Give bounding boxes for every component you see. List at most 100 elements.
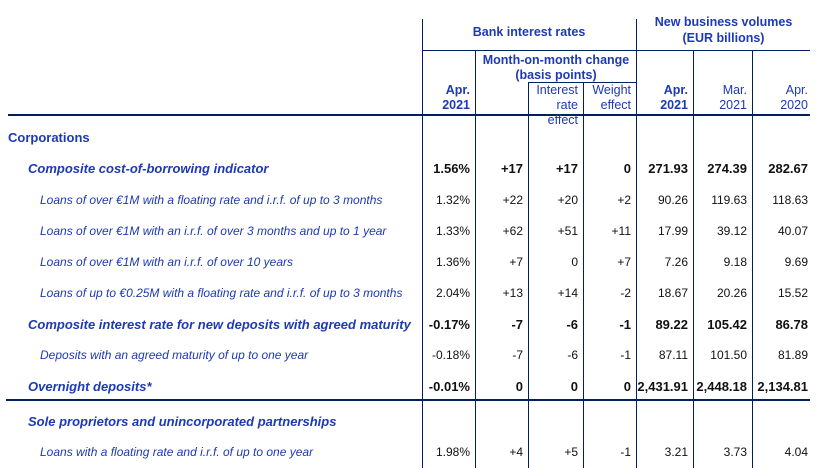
cell-volume-apr-2021: 7.26 <box>664 255 688 269</box>
column-header-volume-mar-2021: Mar. 2021 <box>719 83 747 112</box>
cell-volume-apr-2021: 271.93 <box>648 161 688 176</box>
cell-mom-change: -7 <box>511 317 523 332</box>
cell-rate: 1.32% <box>435 193 470 207</box>
table-row-overnight-deposits: Overnight deposits* -0.01% 0 0 0 2,431.9… <box>0 371 816 402</box>
cell-rate: 1.36% <box>435 255 470 269</box>
cell-volume-apr-2020: 15.52 <box>777 286 808 300</box>
cell-rate: 1.98% <box>435 445 470 459</box>
cell-volume-apr-2020: 4.04 <box>784 445 808 459</box>
cell-volume-apr-2021: 18.67 <box>657 286 688 300</box>
vertical-divider <box>422 19 423 468</box>
table-row-corporations: Corporations <box>0 122 816 153</box>
vertical-divider <box>693 50 694 468</box>
table-row-deposits-agreed-maturity: Deposits with an agreed maturity of up t… <box>0 340 816 371</box>
column-header-volume-apr-2020: Apr. 2020 <box>780 83 808 112</box>
column-header-rate-apr-2021: Apr. 2021 <box>442 83 470 112</box>
cell-weight-effect: -1 <box>620 445 631 459</box>
row-label: Loans of over €1M with a floating rate a… <box>40 193 383 207</box>
cell-volume-apr-2021: 90.26 <box>657 193 688 207</box>
table-row-sole-proprietors: Sole proprietors and unincorporated part… <box>0 406 816 437</box>
mom-header-line2: (basis points) <box>515 68 597 82</box>
cell-volume-mar-2021: 105.42 <box>707 317 747 332</box>
table-row-loans-over-1m-3m-1y: Loans of over €1M with an i.r.f. of over… <box>0 216 816 247</box>
horizontal-divider <box>528 82 636 83</box>
group-header-volumes-line2: (EUR billions) <box>682 31 765 45</box>
cell-mom-change: +62 <box>502 224 523 238</box>
table-row-composite-deposit-rate: Composite interest rate for new deposits… <box>0 309 816 340</box>
cell-volume-mar-2021: 101.50 <box>710 348 747 362</box>
cell-interest-rate-effect: +51 <box>557 224 578 238</box>
cell-interest-rate-effect: -6 <box>567 348 578 362</box>
row-label: Loans of over €1M with an i.r.f. of over… <box>40 224 387 238</box>
row-label: Corporations <box>8 130 90 145</box>
group-header-bank-interest-rates: Bank interest rates <box>472 25 586 39</box>
cell-volume-mar-2021: 9.18 <box>723 255 747 269</box>
cell-mom-change: 0 <box>515 379 523 394</box>
cell-mom-change: -7 <box>512 348 523 362</box>
group-header-new-business-volumes: New business volumes (EUR billions) <box>637 14 810 46</box>
mom-header-line1: Month-on-month change <box>482 53 630 67</box>
cell-rate: 1.33% <box>435 224 470 238</box>
row-label: Composite interest rate for new deposits… <box>28 317 411 332</box>
cell-weight-effect: -2 <box>620 286 631 300</box>
vertical-divider <box>752 50 753 468</box>
cell-volume-apr-2020: 40.07 <box>777 224 808 238</box>
cell-interest-rate-effect: 0 <box>571 255 578 269</box>
cell-interest-rate-effect: -6 <box>566 317 578 332</box>
row-label: Deposits with an agreed maturity of up t… <box>40 348 309 362</box>
cell-volume-apr-2020: 282.67 <box>768 161 808 176</box>
table-row-composite-cost-of-borrowing: Composite cost-of-borrowing indicator 1.… <box>0 153 816 184</box>
cell-mom-change: +17 <box>500 161 523 176</box>
vertical-divider <box>528 82 529 468</box>
table-row-loans-up-to-025m: Loans of up to €0.25M with a floating ra… <box>0 278 816 309</box>
cell-interest-rate-effect: +5 <box>564 445 578 459</box>
cell-volume-apr-2020: 118.63 <box>772 193 808 207</box>
section-divider-rule <box>6 399 810 401</box>
vertical-divider <box>636 19 637 468</box>
table-row-loans-over-1m-over-10y: Loans of over €1M with an i.r.f. of over… <box>0 247 816 278</box>
cell-rate: -0.01% <box>428 379 470 394</box>
cell-volume-apr-2021: 87.11 <box>658 348 688 362</box>
vertical-divider <box>583 82 584 468</box>
column-header-interest-rate-effect: Interest rate effect <box>536 83 578 127</box>
row-label: Composite cost-of-borrowing indicator <box>28 161 269 176</box>
cell-rate: -0.17% <box>428 317 470 332</box>
cell-weight-effect: -1 <box>620 348 631 362</box>
cell-volume-apr-2021: 17.99 <box>657 224 688 238</box>
cell-volume-apr-2020: 9.69 <box>784 255 808 269</box>
table-row-loans-floating-up-to-1y: Loans with a floating rate and i.r.f. of… <box>0 437 816 468</box>
cell-weight-effect: +11 <box>611 224 631 238</box>
cell-volume-mar-2021: 119.63 <box>711 193 747 207</box>
group-header-volumes-line1: New business volumes <box>654 15 793 29</box>
cell-volume-apr-2020: 81.89 <box>777 348 808 362</box>
table-row-loans-over-1m-floating: Loans of over €1M with a floating rate a… <box>0 185 816 216</box>
vertical-divider <box>475 50 476 468</box>
column-header-weight-effect: Weight effect <box>592 83 631 112</box>
cell-rate: 1.56% <box>433 161 470 176</box>
row-label: Sole proprietors and unincorporated part… <box>28 414 337 429</box>
cell-interest-rate-effect: +14 <box>557 286 578 300</box>
cell-volume-mar-2021: 2,448.18 <box>696 379 747 394</box>
cell-interest-rate-effect: 0 <box>570 379 578 394</box>
column-header-volume-apr-2021: Apr. 2021 <box>660 83 688 112</box>
cell-volume-mar-2021: 274.39 <box>707 161 747 176</box>
cell-mom-change: +13 <box>502 286 523 300</box>
cell-volume-apr-2021: 2,431.91 <box>637 379 688 394</box>
cell-weight-effect: -1 <box>619 317 631 332</box>
cell-weight-effect: 0 <box>623 161 631 176</box>
cell-mom-change: +22 <box>502 193 523 207</box>
row-label: Loans of over €1M with an i.r.f. of over… <box>40 255 294 269</box>
cell-interest-rate-effect: +17 <box>555 161 578 176</box>
row-label: Loans with a floating rate and i.r.f. of… <box>40 445 314 459</box>
header-bottom-rule <box>8 114 810 116</box>
row-label: Overnight deposits* <box>28 379 152 394</box>
horizontal-divider <box>422 50 810 51</box>
cell-rate: -0.18% <box>431 348 470 362</box>
cell-volume-mar-2021: 39.12 <box>716 224 747 238</box>
cell-volume-mar-2021: 20.26 <box>716 286 747 300</box>
cell-volume-apr-2020: 2,134.81 <box>757 379 808 394</box>
cell-rate: 2.04% <box>435 286 470 300</box>
cell-volume-apr-2020: 86.78 <box>775 317 808 332</box>
cell-interest-rate-effect: +20 <box>557 193 578 207</box>
